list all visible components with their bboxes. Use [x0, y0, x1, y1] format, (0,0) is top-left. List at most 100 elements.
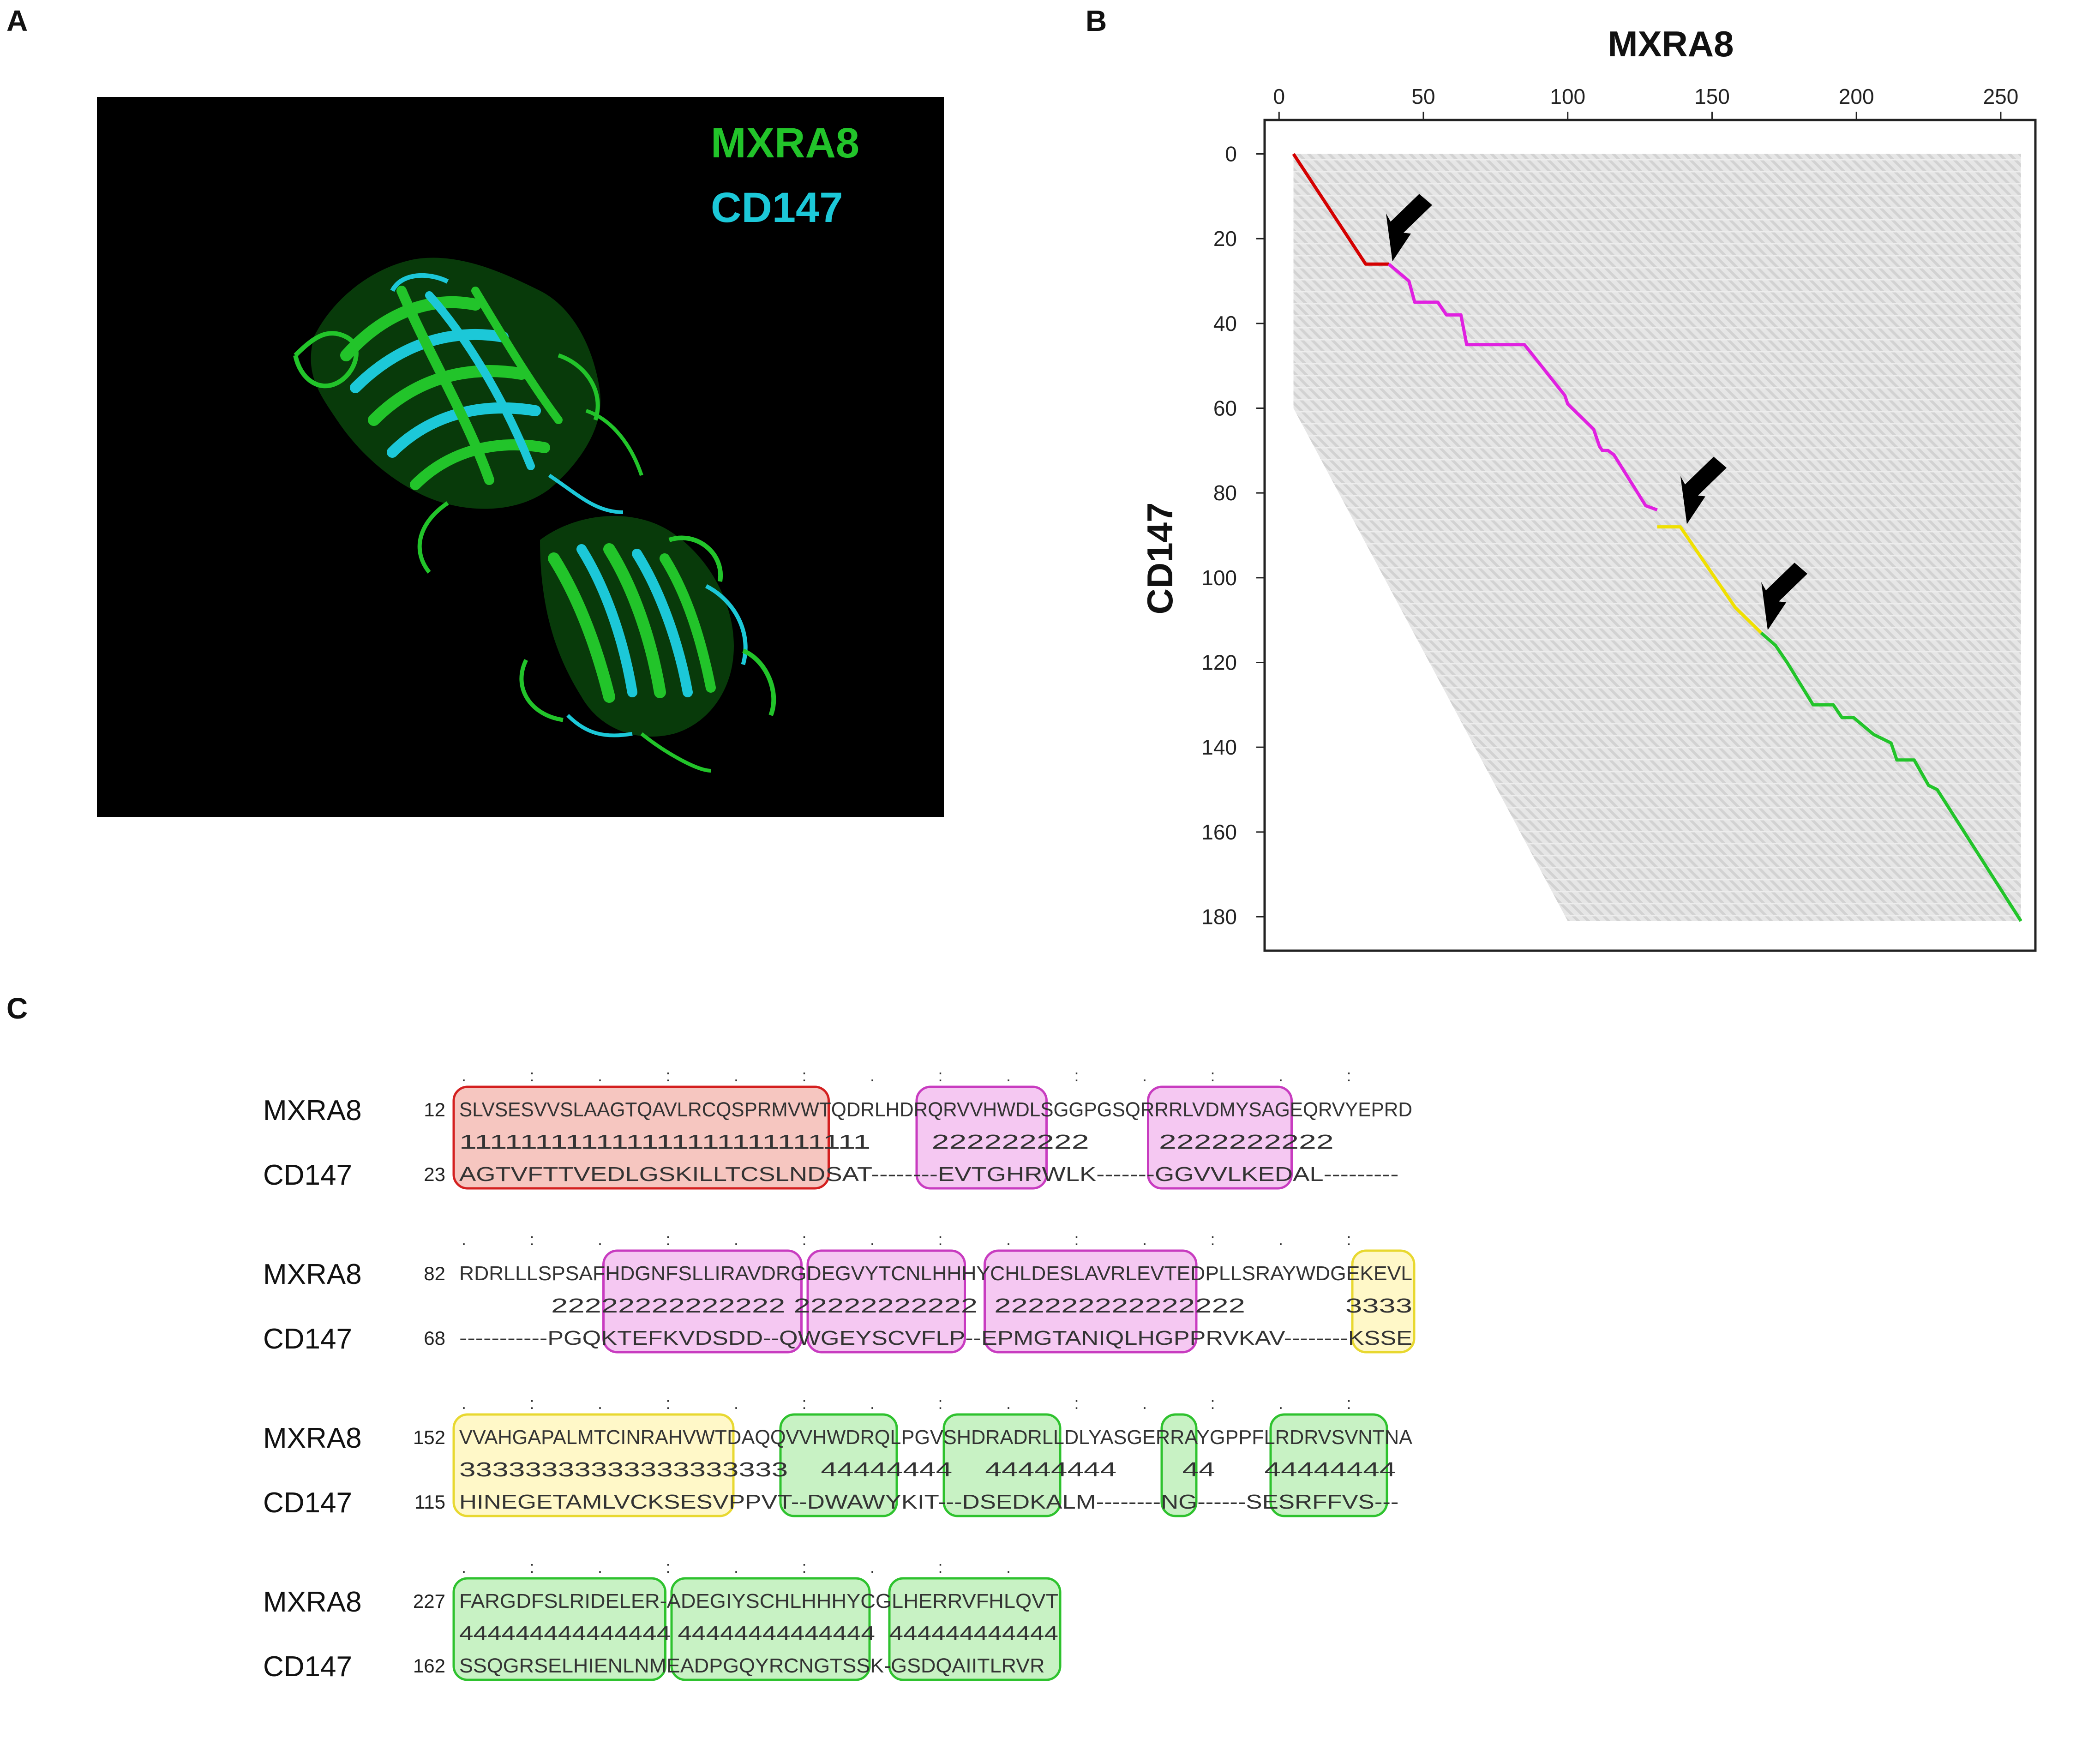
top-start-position: 82 [424, 1263, 445, 1284]
svg-text::: : [666, 1230, 670, 1249]
bottom-start-position: 23 [424, 1163, 445, 1185]
svg-text:.: . [462, 1230, 466, 1249]
region-box-2 [806, 1249, 966, 1354]
svg-text:.: . [462, 1558, 466, 1576]
y-tick-label: 0 [1225, 142, 1237, 166]
sequence-alignment: .:.:.:.:.:.:.: MXRA8 CD147 12 23 SLVSESVVSLAA… [263, 1066, 1416, 1683]
plot-frame [1263, 119, 2037, 952]
svg-text:.: . [598, 1230, 602, 1249]
svg-text::: : [1074, 1394, 1079, 1413]
ruler-marks: .:.:.:.:. [462, 1558, 1011, 1576]
arrow-annotations [1386, 194, 1808, 630]
svg-text::: : [1074, 1230, 1079, 1249]
svg-text:.: . [1278, 1066, 1283, 1085]
alignment-segment-4 [1760, 631, 2022, 922]
seq-label-mxra8: MXRA8 [263, 1586, 362, 1618]
panel-letter-c: C [6, 992, 28, 1025]
arrow-annotation-3 [1761, 563, 1808, 630]
svg-text::: : [1346, 1394, 1351, 1413]
region-box-2 [984, 1249, 1198, 1354]
lower-domain [519, 515, 776, 773]
svg-text:.: . [1006, 1394, 1011, 1413]
svg-text::: : [802, 1394, 806, 1413]
region-box-4 [942, 1413, 1062, 1517]
dot-plot-panel: MXRA8 CD147 0 50 100 150 200 250 0 20 40 60 80 100… [1135, 23, 2100, 969]
region-box-4 [1160, 1413, 1198, 1517]
y-tick-label: 40 [1213, 312, 1237, 336]
x-tick-label: 50 [1411, 84, 1435, 108]
region-box-2 [915, 1085, 1048, 1190]
seq-label-cd147: CD147 [263, 1323, 352, 1355]
y-tick-label: 140 [1201, 735, 1237, 759]
svg-text:.: . [734, 1230, 738, 1249]
svg-text:.: . [734, 1066, 738, 1085]
svg-text:.: . [1006, 1230, 1011, 1249]
svg-text:.: . [598, 1066, 602, 1085]
svg-text::: : [529, 1230, 534, 1249]
structure-overlay-image [293, 258, 776, 773]
mxra8-sequence: FARGDFSLRIDELER-ADEGIYSCHLHHHYCGLHERRVFH… [459, 1590, 1058, 1612]
region-index-row: 111111111111111111111111111 222222222 22… [459, 1131, 1412, 1153]
x-tick-label: 150 [1694, 84, 1730, 108]
svg-text::: : [1210, 1394, 1215, 1413]
seq-label-mxra8: MXRA8 [263, 1422, 362, 1454]
svg-text:.: . [598, 1558, 602, 1576]
arrow-annotation-1 [1386, 194, 1432, 262]
x-ticks: 0 50 100 150 200 250 [1273, 84, 2018, 120]
svg-text::: : [938, 1394, 942, 1413]
svg-text::: : [1346, 1230, 1351, 1249]
cd147-sequence: SSQGRSELHIENLNMEADPGQYRCNGTSSK-GSDQAIITL… [459, 1654, 1045, 1677]
svg-text::: : [802, 1230, 806, 1249]
svg-text::: : [1210, 1230, 1215, 1249]
svg-text::: : [529, 1558, 534, 1576]
svg-text:.: . [870, 1394, 875, 1413]
cd147-sequence: HINEGETAMLVCKSESVPPVT--DWAWYKIT---DSEDKA… [459, 1491, 1399, 1513]
mxra8-sequence: VVAHGAPALMTCINRAHVWTDAQQVVHWDRQLPGVSHDRA… [459, 1426, 1413, 1449]
alignment-segment-1 [1292, 153, 1389, 266]
svg-text:.: . [734, 1558, 738, 1576]
cd147-sequence: -----------PGQKTEFKVDSDD--QWGEYSCVFLP--E… [459, 1327, 1412, 1349]
ruler-marks: .:.:.:.:.:.:.: [462, 1230, 1351, 1249]
svg-text:.: . [1006, 1066, 1011, 1085]
svg-text:.: . [870, 1230, 875, 1249]
dot-plot-chart: MXRA8 CD147 0 50 100 150 200 250 0 20 40 60 80 100… [1140, 24, 2037, 952]
y-tick-label: 80 [1213, 481, 1237, 505]
y-tick-label: 120 [1201, 651, 1237, 675]
region-box-4 [452, 1577, 666, 1681]
region-box-4 [1269, 1413, 1388, 1517]
legend-cd147: CD147 [711, 184, 843, 231]
mxra8-sequence: SLVSESVVSLAAGTQAVLRCQSPRMVWTQDRLHDRQRVVH… [459, 1098, 1412, 1121]
chart-title: MXRA8 [1608, 24, 1734, 64]
alignment-block-4: .:.:.:.: . MXRA8 CD147 227 162 FARGDFSLRIDELER… [263, 1558, 1062, 1683]
svg-text:.: . [1006, 1558, 1011, 1576]
top-start-position: 12 [424, 1099, 445, 1121]
seq-label-mxra8: MXRA8 [263, 1095, 362, 1127]
legend-mxra8: MXRA8 [711, 120, 860, 167]
svg-text::: : [802, 1066, 806, 1085]
svg-text:.: . [462, 1394, 466, 1413]
svg-text:.: . [870, 1558, 875, 1576]
cd147-sequence: AGTVFTTVEDLGSKILLTCSLNDSAT--------EVTGHR… [459, 1163, 1399, 1186]
y-ticks: 0 20 40 60 80 100 120 140 160 180 [1201, 142, 1265, 929]
svg-text::: : [666, 1066, 670, 1085]
svg-text::: : [1346, 1066, 1351, 1085]
svg-text:.: . [1278, 1230, 1283, 1249]
alignment-segment-3 [1657, 525, 1763, 634]
alignment-block-1: .:.:.:.:.:.:.: MXRA8 CD147 12 23 SLVSESVVSLAA… [263, 1066, 1412, 1191]
svg-text:.: . [1142, 1394, 1147, 1413]
region-box-2 [602, 1249, 803, 1354]
svg-text::: : [938, 1558, 942, 1576]
region-box-3 [1351, 1249, 1416, 1354]
svg-text::: : [529, 1394, 534, 1413]
y-tick-label: 180 [1201, 905, 1237, 929]
panel-letter-a: A [6, 4, 28, 37]
svg-text:.: . [462, 1066, 466, 1085]
svg-text::: : [1210, 1066, 1215, 1085]
seq-label-mxra8: MXRA8 [263, 1259, 362, 1290]
bottom-start-position: 68 [424, 1327, 445, 1349]
x-tick-label: 0 [1273, 84, 1285, 108]
region-index-row: 33333333333333333333 44444444 44444444 4… [459, 1458, 1412, 1481]
mxra8-sequence: RDRLLLSPSAFHDGNFSLLIRAVDRGDEGVYTCNLHHHYC… [459, 1262, 1412, 1285]
region-index-row: 22222222222222 22222222222 2222222222222… [459, 1295, 1412, 1317]
svg-text::: : [938, 1066, 942, 1085]
